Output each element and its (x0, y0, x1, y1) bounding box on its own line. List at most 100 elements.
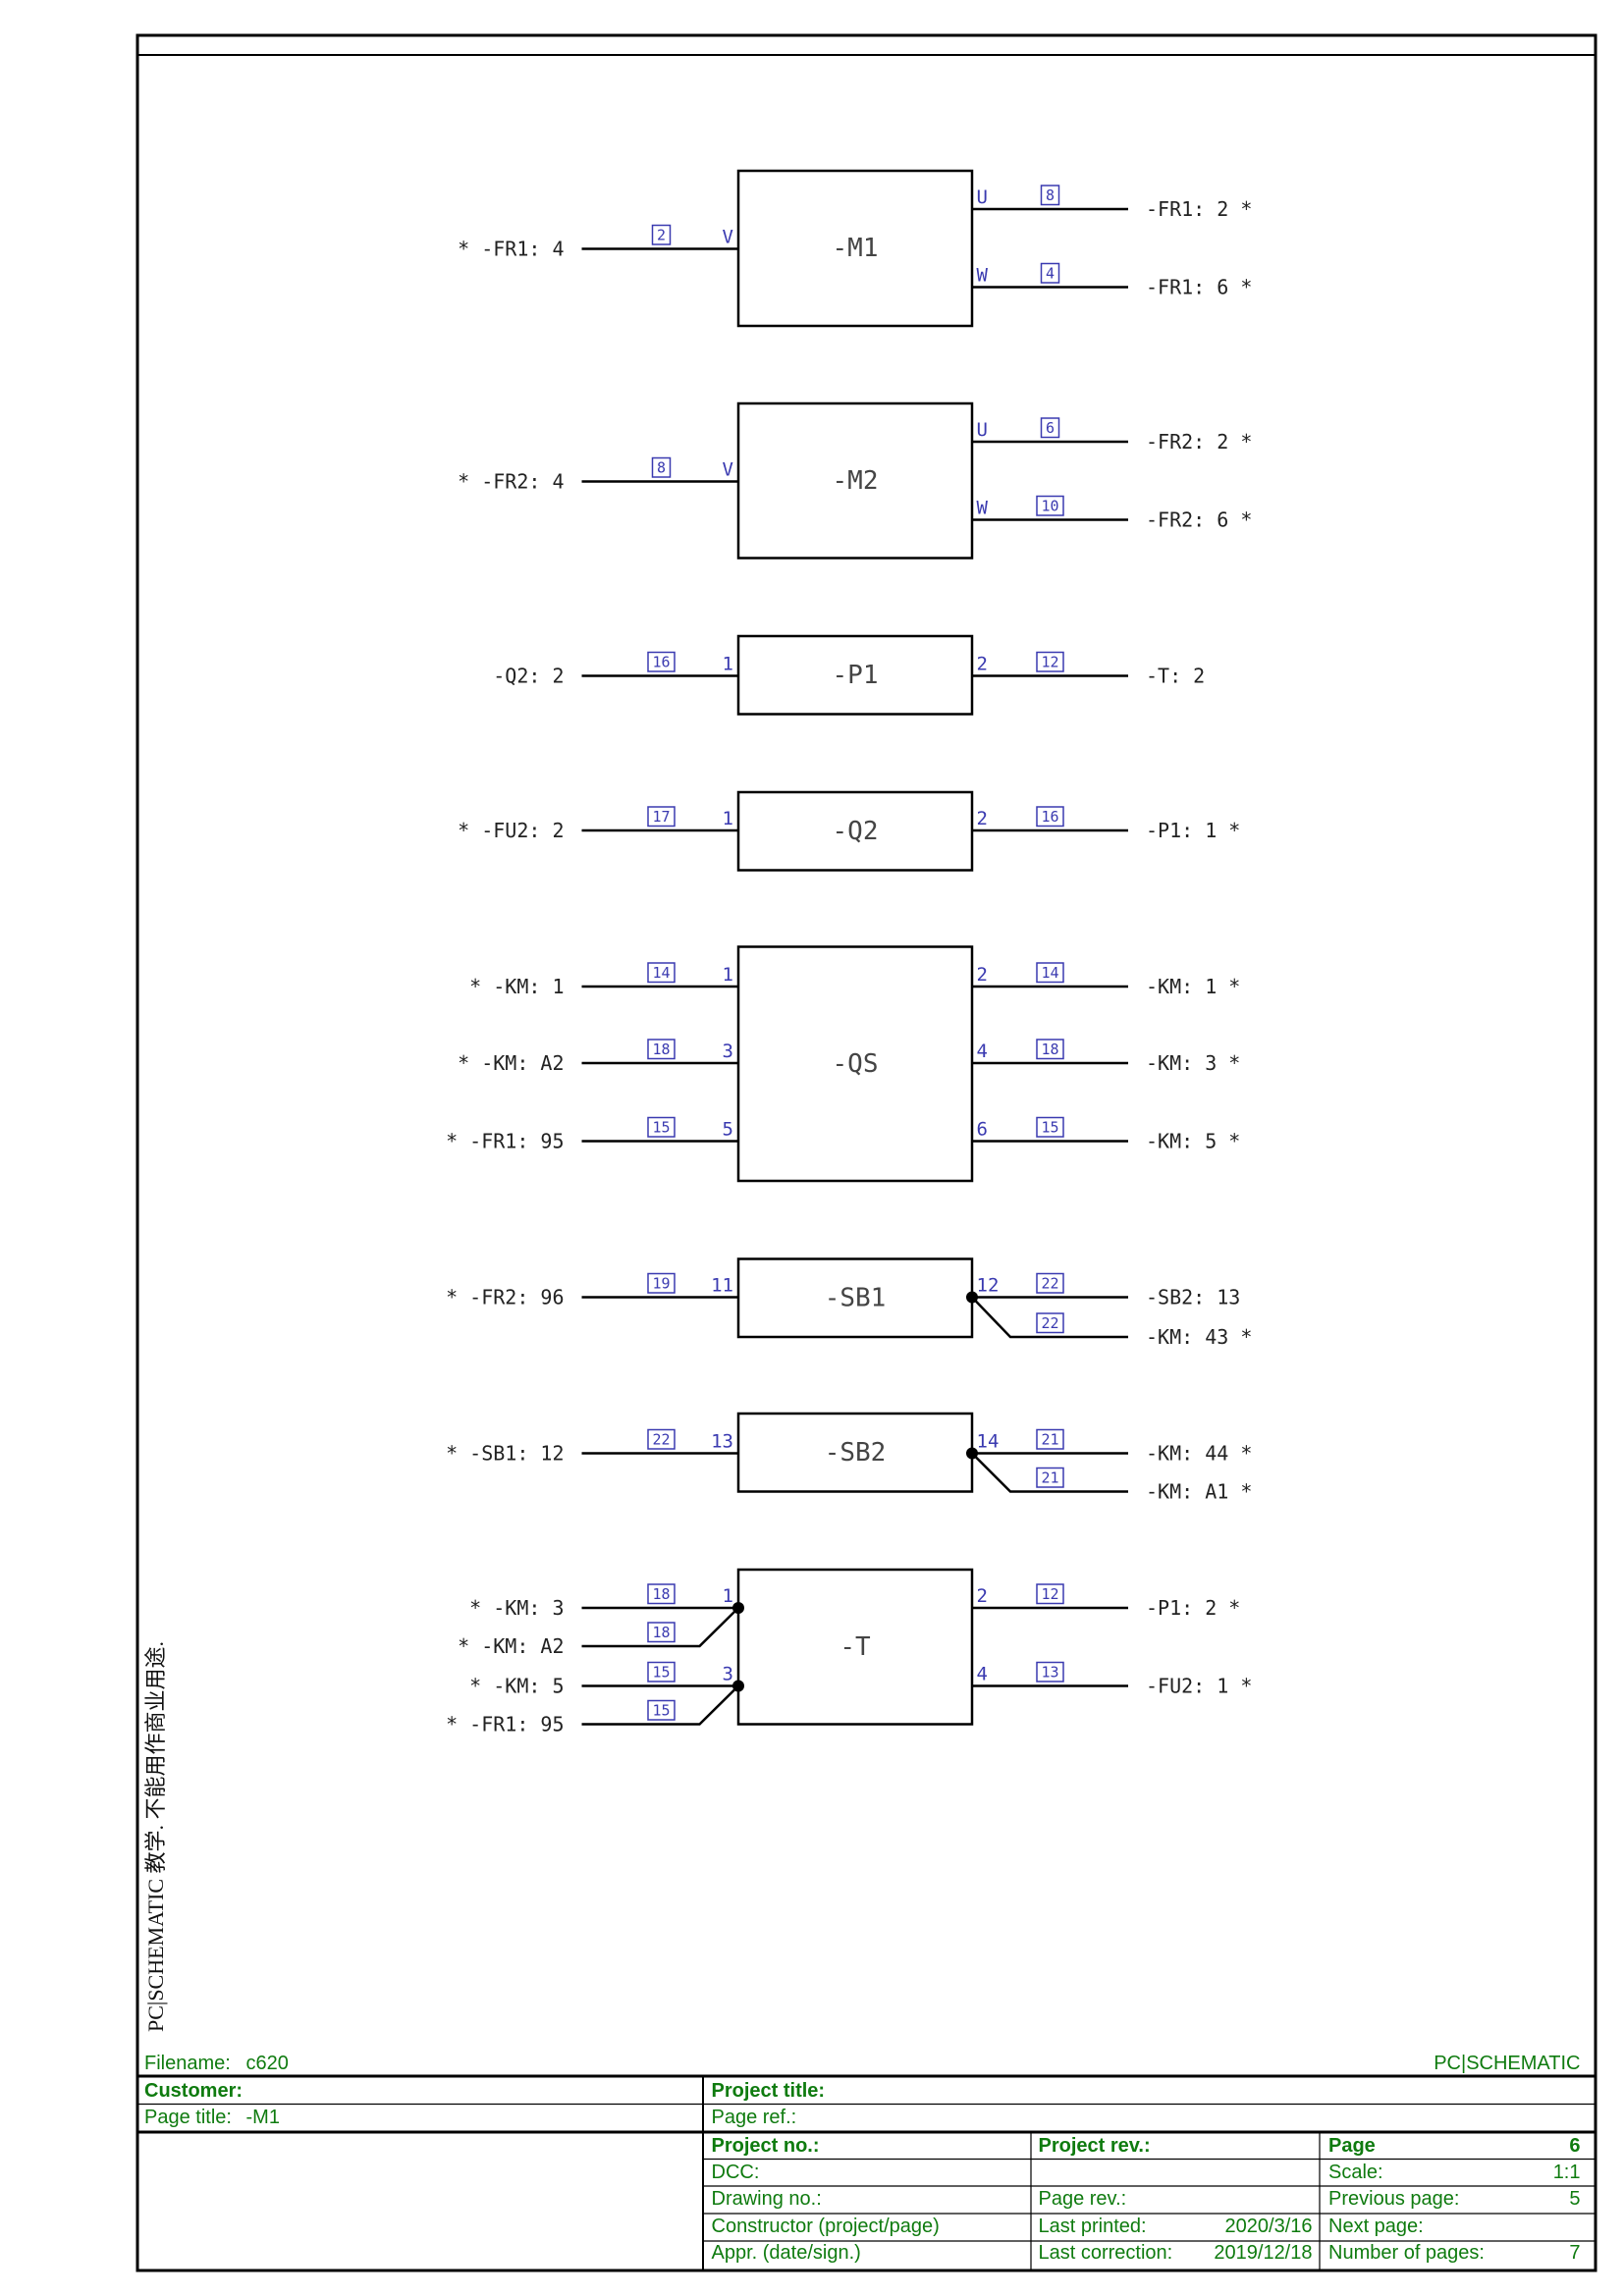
pin-label: 3 (723, 1041, 733, 1062)
watermark-text: PC|SCHEMATIC 教学. 不能用作商业用途. (143, 1641, 168, 2032)
scale-label: Scale: (1328, 2161, 1383, 2183)
approval-label: Appr. (date/sign.) (711, 2242, 861, 2264)
wire-number: 6 (1046, 419, 1055, 437)
wire-number: 16 (1041, 808, 1058, 826)
connection-label: * -FR1: 95 (446, 1130, 564, 1153)
wire-number: 21 (1041, 1468, 1058, 1486)
number-of-pages-value: 7 (1569, 2242, 1581, 2264)
wire-number: 18 (652, 1041, 670, 1058)
connection-label: * -FR2: 96 (446, 1286, 564, 1309)
pin-label: 6 (977, 1119, 988, 1141)
wire-number-box (651, 224, 672, 245)
wire (971, 1296, 1128, 1339)
component-m2: -M2 * -FR2: 4 8 V -FR2: 2 * 6 U -FR2: 6 * 10 W (458, 401, 1252, 560)
connection-label: -T: 2 (1146, 665, 1205, 688)
page-ref-label: Page ref.: (711, 2107, 797, 2128)
connection-label: -KM: 3 * (1146, 1051, 1240, 1075)
wire-number: 15 (652, 1663, 670, 1681)
wire-number: 18 (652, 1624, 670, 1641)
scale-value: 1:1 (1552, 2161, 1581, 2183)
wire-number-box (1036, 1467, 1064, 1488)
connection-label: -FR2: 2 * (1146, 430, 1252, 454)
wire-number-box (1040, 262, 1060, 284)
wire-number-box (1040, 185, 1060, 206)
wire-number-box (647, 1039, 676, 1060)
wire-number: 22 (1041, 1314, 1058, 1332)
pin-label: 4 (977, 1664, 988, 1685)
customer-label: Customer: (144, 2080, 244, 2102)
connection-label: * -KM: A2 (458, 1051, 564, 1075)
wire-number-box (647, 1622, 676, 1643)
last-printed-value: 2020/3/16 (1224, 2216, 1313, 2237)
wire (581, 1684, 739, 1726)
component-q2: -Q2 * -FU2: 2 17 1 -P1: 1 * 16 2 (458, 790, 1240, 872)
pin-label: 11 (711, 1275, 733, 1297)
pin-label: 1 (723, 964, 733, 986)
pin-label: 2 (977, 1585, 988, 1607)
constructor-label: Constructor (project/page) (711, 2216, 940, 2237)
wire-number-box (647, 1583, 676, 1605)
wire-number: 22 (652, 1430, 670, 1448)
wire-number-box (1036, 1116, 1064, 1138)
schematic: -M1 * -FR1: 4 2 V -FR1: 2 * 8 U -FR1: 6 * 4 W -M2 *… (446, 169, 1252, 1736)
junction-dot (966, 1447, 978, 1460)
component-name: -P1 (833, 661, 879, 690)
wire-number-box (647, 806, 676, 828)
wire-number-box (647, 651, 676, 672)
wire (971, 1452, 1128, 1493)
connection-label: -P1: 1 * (1146, 819, 1240, 842)
junction-dot (732, 1602, 744, 1614)
wire-number-box (1036, 806, 1064, 828)
component-m1: -M1 * -FR1: 4 2 V -FR1: 2 * 8 U -FR1: 6 * 4 W (458, 169, 1252, 328)
connection-label: * -SB1: 12 (446, 1442, 564, 1466)
component-name: -T (839, 1632, 871, 1662)
wire-number: 22 (1041, 1274, 1058, 1292)
drawing-no-label: Drawing no.: (711, 2187, 822, 2210)
component-p1: -P1 -Q2: 2 16 1 -T: 2 12 2 (493, 634, 1205, 716)
wire-number-box (1036, 1039, 1064, 1060)
pin-label: 5 (723, 1119, 733, 1141)
component-qs: -QS * -KM: 1 14 1 * -KM: A2 18 3 * -FR1: 95 15 5 -… (446, 945, 1240, 1183)
connection-label: -FR1: 6 * (1146, 276, 1252, 299)
wire-number: 14 (652, 964, 670, 982)
pin-label: 13 (711, 1431, 733, 1453)
page-value: 6 (1569, 2134, 1581, 2157)
connection-label: -FR1: 2 * (1146, 197, 1252, 221)
wire-number: 2 (657, 226, 666, 243)
previous-page-label: Previous page: (1328, 2187, 1460, 2210)
wire (581, 1607, 739, 1648)
pin-label: W (977, 265, 989, 287)
wire-number: 15 (1041, 1118, 1058, 1136)
sheet-border (135, 33, 1597, 2272)
wire-number: 13 (1041, 1663, 1058, 1681)
connection-label: -KM: 5 * (1146, 1130, 1240, 1153)
wire-number: 12 (1041, 653, 1058, 670)
wire-number: 17 (652, 808, 670, 826)
wire-number: 15 (652, 1701, 670, 1719)
wire-number-box (1036, 1312, 1064, 1334)
component-box (736, 1568, 974, 1726)
component-sb2: -SB2 * -SB1: 12 22 13 -KM: 44 * 21 14 -KM: A1 *… (446, 1412, 1252, 1504)
pin-label: 3 (723, 1664, 733, 1685)
connection-label: -KM: 43 * (1146, 1325, 1252, 1349)
connection-label: -KM: 1 * (1146, 975, 1240, 998)
pin-label: 2 (977, 654, 988, 675)
wire-number: 15 (652, 1118, 670, 1136)
wire-number-box (1040, 417, 1060, 439)
pin-label: W (977, 498, 989, 519)
wire-number: 8 (1046, 187, 1055, 204)
number-of-pages-label: Number of pages: (1328, 2242, 1485, 2264)
component-name: -M1 (833, 234, 879, 263)
pin-label: 14 (977, 1431, 1000, 1453)
connection-label: * -KM: 3 (469, 1596, 564, 1620)
brand-text: PC|SCHEMATIC (1434, 2052, 1581, 2074)
last-correction-value: 2019/12/18 (1214, 2242, 1313, 2264)
filename-value: c620 (245, 2052, 289, 2074)
connection-label: * -FU2: 2 (458, 819, 564, 842)
pin-label: U (977, 187, 988, 208)
wire-number-box (1036, 1428, 1064, 1450)
connection-label: -Q2: 2 (493, 665, 564, 688)
title-block-grid (137, 2074, 1596, 2270)
connection-label: -KM: 44 * (1146, 1442, 1252, 1466)
